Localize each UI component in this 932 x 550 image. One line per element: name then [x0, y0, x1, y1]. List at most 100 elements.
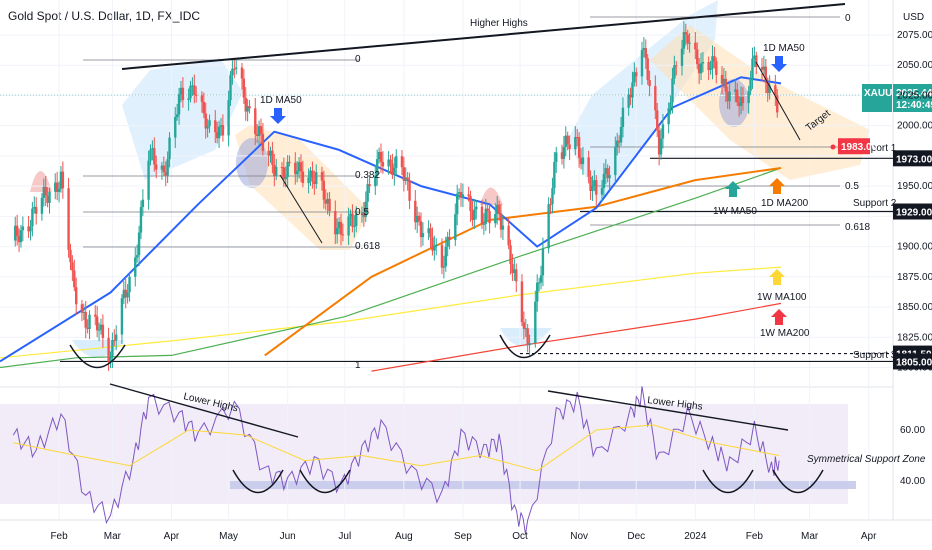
- annotation: 0.382: [355, 170, 380, 181]
- candle-body: [709, 68, 712, 71]
- candle-body: [82, 311, 86, 313]
- candle-body: [461, 194, 465, 198]
- candle-body: [295, 170, 299, 175]
- candle-body: [684, 32, 687, 35]
- candle-body: [760, 67, 764, 70]
- candle-body: [360, 212, 364, 214]
- candle-body: [511, 264, 514, 274]
- candle-body: [255, 134, 259, 136]
- candle-body: [488, 211, 491, 224]
- candle-body: [604, 168, 607, 174]
- symbol-tag: [862, 84, 892, 112]
- candle-body: [27, 226, 30, 232]
- candle-body: [368, 184, 371, 187]
- candle-body: [294, 162, 297, 175]
- candle-body: [320, 172, 324, 181]
- candle-body: [741, 97, 745, 104]
- axis-price-tag-label: 1983.00: [841, 142, 878, 153]
- candle-body: [608, 175, 611, 179]
- annotation: Support 3: [853, 350, 897, 361]
- candle-body: [507, 225, 510, 246]
- candle-body: [275, 167, 278, 177]
- candle-body: [640, 50, 644, 77]
- candle-body: [219, 125, 223, 127]
- candle-body: [153, 148, 156, 165]
- candle-body: [471, 211, 474, 220]
- candle-body: [326, 198, 329, 204]
- candle-body: [111, 340, 114, 358]
- candle-body: [581, 157, 585, 165]
- candle-body: [642, 48, 646, 51]
- candle-body: [54, 182, 57, 192]
- time-tick-label: Mar: [801, 531, 819, 542]
- price-tag: [893, 84, 932, 112]
- candle-body: [84, 311, 87, 328]
- candle-body: [217, 126, 221, 139]
- candle-body: [94, 314, 97, 317]
- candle-body: [193, 85, 196, 95]
- candle-body: [499, 213, 503, 230]
- candle-body: [617, 140, 621, 143]
- target-point: [830, 144, 836, 150]
- candle-body: [473, 209, 476, 220]
- candle-body: [202, 101, 206, 114]
- current-price-tag[interactable]: XAUUSD 2025.44 12:40:49: [862, 84, 932, 112]
- candle-body: [155, 164, 158, 170]
- candle-body: [701, 62, 705, 64]
- candle-body: [562, 146, 566, 159]
- price-tick-label: 1875.00: [897, 272, 932, 283]
- candle-body: [414, 200, 417, 223]
- time-tick-label: Nov: [570, 531, 588, 542]
- axis-price-tag-label: 1973.00: [896, 154, 932, 165]
- candle-body: [299, 162, 303, 172]
- candle-body: [297, 162, 301, 171]
- candle-body: [273, 164, 276, 177]
- candle-body: [339, 221, 343, 235]
- candle-body: [766, 83, 769, 94]
- annotation: 1D MA50: [763, 43, 805, 54]
- candle-body: [149, 149, 152, 161]
- candle-body: [355, 213, 358, 226]
- time-tick-label: Jul: [338, 531, 351, 542]
- candle-body: [736, 89, 739, 103]
- arc-pattern: [499, 334, 551, 359]
- annotation: Higher Highs: [470, 18, 528, 29]
- candle-body: [722, 78, 726, 84]
- candle-body: [711, 56, 714, 69]
- candle-body: [55, 182, 59, 192]
- time-tick-label: Jun: [280, 531, 296, 542]
- candle-body: [595, 180, 598, 195]
- candle-body: [551, 188, 554, 205]
- candle-body: [635, 72, 638, 77]
- candle-body: [494, 214, 497, 224]
- candle-body: [235, 67, 238, 69]
- candle-body: [14, 225, 17, 241]
- candle-body: [95, 316, 99, 331]
- candle-body: [19, 230, 23, 243]
- candle-body: [435, 244, 438, 247]
- annotation: 0.5: [355, 207, 369, 218]
- candle-body: [768, 85, 771, 94]
- candle-body: [227, 100, 230, 136]
- candle-body: [454, 214, 457, 240]
- candle-body: [309, 170, 312, 178]
- candle-body: [162, 165, 166, 173]
- candle-body: [715, 61, 718, 75]
- candle-body: [69, 249, 72, 263]
- candle-body: [259, 126, 263, 134]
- arc-pattern: [772, 469, 824, 494]
- candle-body: [686, 34, 689, 44]
- candle-body: [657, 130, 661, 155]
- ma-1w-50-line: [0, 167, 782, 369]
- price-tick-label: 1850.00: [897, 302, 932, 313]
- candle-body: [591, 186, 594, 191]
- candle-body: [707, 62, 710, 71]
- candle-body: [755, 55, 758, 68]
- candle-body: [587, 157, 590, 177]
- candle-body: [313, 181, 316, 185]
- candle-body: [286, 161, 289, 178]
- candle-body: [244, 97, 247, 112]
- candle-body: [208, 120, 211, 127]
- candle-body: [301, 171, 305, 184]
